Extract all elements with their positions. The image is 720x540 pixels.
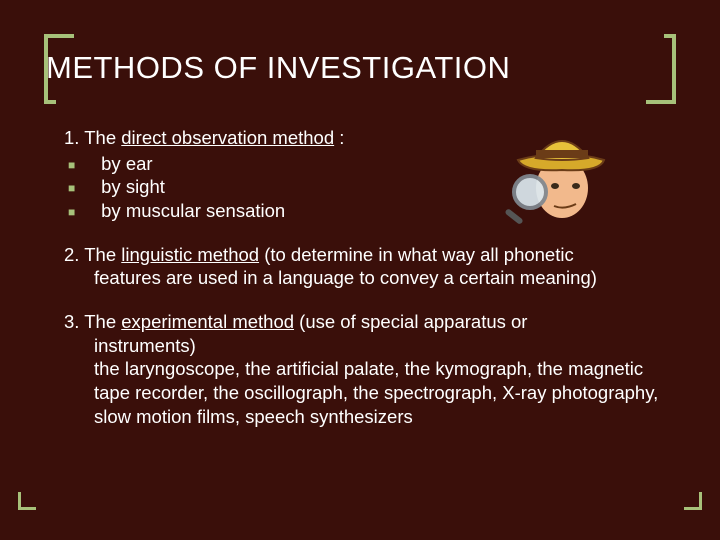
bracket-decoration [44,100,56,104]
corner-decoration [18,507,36,510]
method-1: 1. The direct observation method : by ea… [64,126,672,223]
content-area: 1. The direct observation method : by ea… [64,126,672,448]
method-3-rest: instruments) [64,334,672,358]
method-3: 3. The experimental method (use of speci… [64,310,672,428]
method-2: 2. The linguistic method (to determine i… [64,243,672,290]
slide: METHODS OF INVESTIGATION 1. The direct o… [0,0,720,540]
method-2-heading: 2. The linguistic method (to determine i… [64,243,672,267]
method-3-heading: 3. The experimental method (use of speci… [64,310,672,334]
bracket-decoration [646,100,676,104]
bullet-item: by ear [68,152,672,176]
slide-title: METHODS OF INVESTIGATION [46,50,510,86]
method-3-list: the laryngoscope, the artificial palate,… [64,357,672,428]
bullet-item: by sight [68,175,672,199]
corner-decoration [684,507,702,510]
method-2-rest: features are used in a language to conve… [64,266,672,290]
method-1-bullets: by ear by sight by muscular sensation [64,152,672,223]
title-area: METHODS OF INVESTIGATION [46,50,510,86]
bracket-decoration [44,34,74,38]
bullet-item: by muscular sensation [68,199,672,223]
method-1-heading: 1. The direct observation method : [64,126,672,150]
bracket-decoration [672,34,676,104]
